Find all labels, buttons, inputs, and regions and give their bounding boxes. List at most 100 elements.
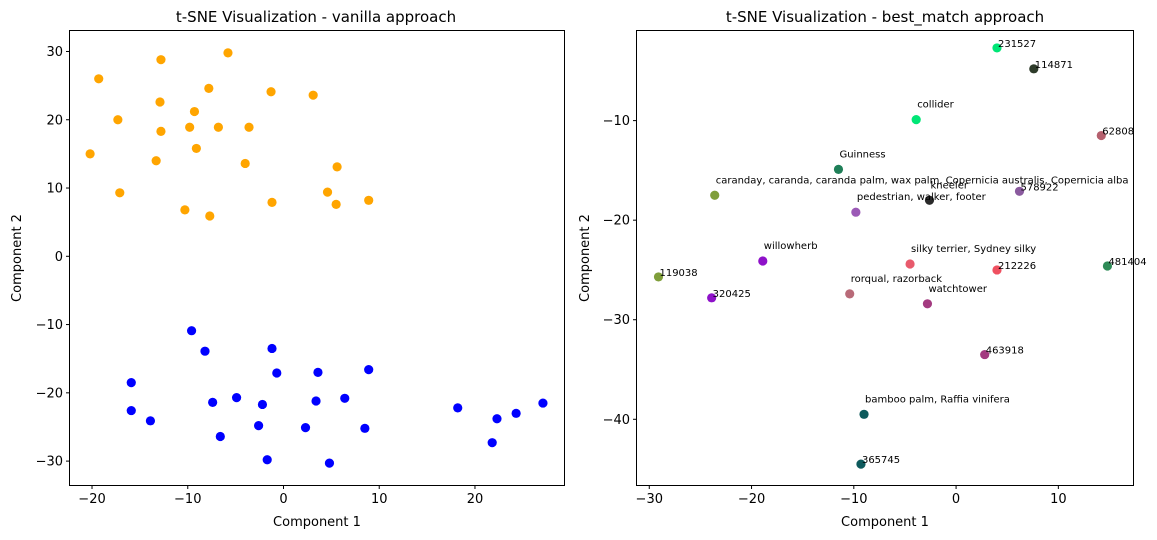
best-match-chart-ticks: −30 −20 −10 0 10 −40 −30 −20 −10	[603, 114, 1067, 507]
scatter-point	[185, 122, 195, 132]
scatter-point	[311, 396, 321, 406]
y-tick-label: 0	[55, 250, 63, 265]
scatter-point	[262, 455, 272, 465]
scatter-point	[145, 416, 156, 426]
scatter-point	[653, 272, 664, 282]
scatter-point	[924, 195, 935, 205]
scatter-point	[324, 458, 335, 468]
scatter-point	[1102, 261, 1113, 271]
scatter-point	[1014, 186, 1025, 196]
scatter-point	[453, 403, 463, 413]
x-tick-label: −30	[636, 492, 663, 507]
point-annotation: 62808	[1102, 127, 1134, 138]
y-tick-label: −20	[603, 214, 630, 229]
scatter-point	[94, 74, 104, 84]
point-annotation: watchtower	[928, 284, 987, 295]
best-match-chart: t-SNE Visualization - best_match approac…	[578, 8, 1147, 530]
point-annotation: 320425	[713, 289, 751, 300]
y-tick-label: −10	[36, 318, 63, 333]
vanilla-chart-ticks: −20 −10 0 10 20 −30 −20 −10 0 10 20 30	[36, 45, 484, 507]
point-annotation: 463918	[986, 346, 1024, 357]
scatter-point	[205, 211, 215, 221]
scatter-point	[492, 414, 502, 424]
scatter-point	[833, 164, 844, 174]
scatter-point	[845, 289, 855, 299]
scatter-point	[859, 409, 869, 419]
scatter-point	[267, 343, 277, 354]
point-annotation: 212226	[998, 261, 1036, 272]
scatter-point	[538, 398, 548, 408]
scatter-point	[308, 90, 318, 100]
scatter-point	[204, 83, 214, 93]
scatter-point	[758, 256, 768, 266]
point-annotation: silky terrier, Sydney silky	[911, 244, 1036, 255]
vanilla-chart: t-SNE Visualization - vanilla approach −…	[10, 8, 565, 530]
x-tick-label: 0	[952, 492, 960, 507]
best-match-chart-marks: 231527 114871 collider 62808 Guinness caranda…	[653, 39, 1147, 469]
scatter-point	[126, 377, 136, 388]
y-tick-label: 10	[46, 182, 63, 197]
x-tick-label: 0	[279, 492, 287, 507]
vanilla-chart-frame	[69, 30, 565, 486]
scatter-point	[511, 408, 521, 418]
point-annotation: caranday, caranda, caranda palm, wax pal…	[716, 175, 1129, 186]
y-tick-label: −30	[603, 313, 630, 328]
scatter-point	[905, 259, 915, 269]
scatter-point	[156, 55, 166, 65]
scatter-point	[115, 188, 125, 198]
point-annotation: bamboo palm, Raffia vinifera	[865, 394, 1010, 405]
point-annotation: 481404	[1108, 257, 1146, 268]
scatter-point	[266, 87, 276, 97]
scatter-point	[300, 423, 311, 433]
scatter-point	[922, 299, 933, 309]
scatter-point	[85, 149, 95, 159]
point-annotation: collider	[917, 100, 954, 111]
scatter-point	[707, 293, 717, 303]
scatter-point	[360, 423, 370, 433]
point-annotation: willowherb	[764, 241, 818, 252]
y-tick-label: 30	[46, 45, 63, 60]
scatter-point	[213, 122, 223, 132]
vanilla-y-axis-label: Component 2	[10, 214, 25, 302]
scatter-point	[155, 97, 165, 107]
scatter-point	[231, 393, 242, 403]
x-tick-label: 10	[1050, 492, 1067, 507]
vanilla-chart-marks	[85, 48, 548, 468]
point-annotation: 231527	[998, 39, 1036, 50]
scatter-point	[113, 115, 123, 125]
point-annotation: Guinness	[839, 149, 885, 160]
x-tick-label: 10	[371, 492, 388, 507]
scatter-point	[322, 187, 333, 197]
scatter-point	[200, 346, 210, 356]
y-tick-label: 20	[46, 113, 63, 128]
scatter-point	[1096, 130, 1106, 141]
scatter-point	[313, 367, 323, 377]
scatter-point	[223, 48, 233, 58]
scatter-point	[240, 158, 250, 169]
scatter-point	[191, 143, 201, 154]
scatter-point	[151, 156, 161, 166]
scatter-point	[992, 43, 1002, 53]
scatter-point	[911, 115, 921, 125]
scatter-point	[156, 126, 166, 136]
x-tick-label: −20	[78, 492, 105, 507]
y-tick-label: −10	[603, 114, 630, 129]
scatter-point	[208, 397, 218, 407]
best-match-chart-title: t-SNE Visualization - best_match approac…	[726, 8, 1044, 27]
scatter-point	[180, 205, 190, 215]
scatter-point	[992, 265, 1002, 275]
point-annotation: pedestrian, walker, footer	[857, 192, 987, 203]
best-match-x-axis-label: Component 1	[841, 515, 929, 530]
y-tick-label: −30	[36, 455, 63, 470]
scatter-point	[364, 365, 374, 375]
scatter-point	[331, 199, 341, 210]
x-tick-label: −10	[840, 492, 867, 507]
y-tick-label: −20	[36, 386, 63, 401]
point-annotation: rorqual, razorback	[851, 274, 943, 285]
scatter-point	[186, 326, 197, 336]
vanilla-chart-title: t-SNE Visualization - vanilla approach	[176, 8, 456, 26]
scatter-point	[126, 405, 136, 416]
point-annotation: 365745	[862, 455, 900, 466]
x-tick-label: −10	[174, 492, 201, 507]
point-annotation: 114871	[1035, 60, 1073, 71]
